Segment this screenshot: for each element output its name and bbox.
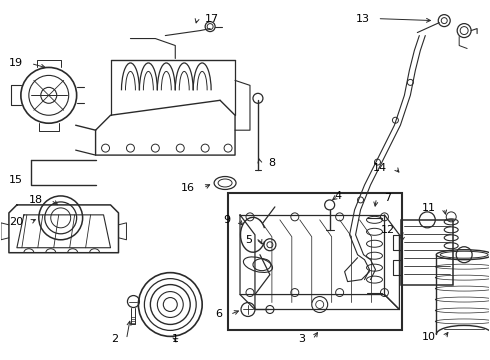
Text: 17: 17	[205, 14, 220, 24]
Text: 14: 14	[373, 163, 388, 173]
Text: 7: 7	[385, 193, 392, 203]
Text: 6: 6	[215, 310, 222, 319]
Bar	[401, 220, 453, 285]
Text: 19: 19	[9, 58, 23, 68]
Bar	[228, 193, 402, 330]
Text: 4: 4	[334, 191, 341, 201]
Text: 3: 3	[298, 334, 305, 345]
Text: 13: 13	[356, 14, 369, 24]
Text: 16: 16	[181, 183, 195, 193]
Text: 1: 1	[172, 334, 179, 345]
Text: 15: 15	[9, 175, 23, 185]
Text: 18: 18	[28, 195, 43, 205]
Text: 9: 9	[223, 215, 230, 225]
Text: 10: 10	[422, 332, 436, 342]
Text: 20: 20	[9, 217, 23, 227]
Text: 8: 8	[268, 158, 275, 168]
Text: 2: 2	[111, 334, 119, 345]
Text: 12: 12	[381, 225, 395, 235]
Text: 5: 5	[245, 235, 252, 245]
Text: 11: 11	[422, 203, 436, 213]
